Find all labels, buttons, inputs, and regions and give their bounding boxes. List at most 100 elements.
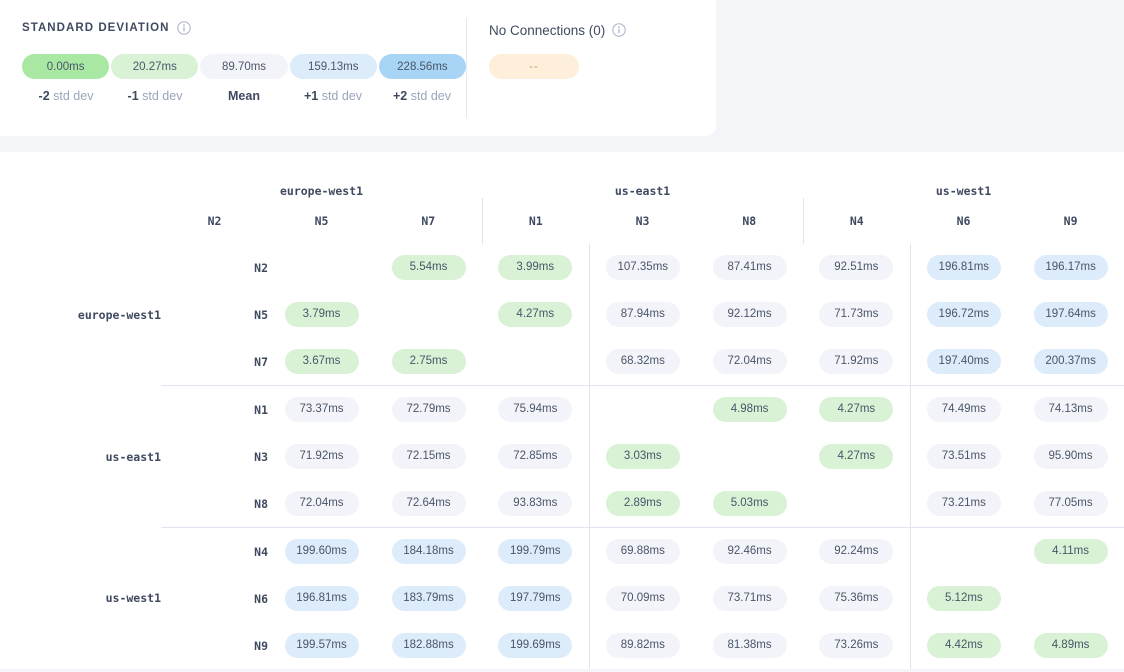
latency-cell[interactable]: 2.89ms — [589, 480, 697, 528]
matrix-corner — [0, 152, 161, 244]
latency-pill: 68.32ms — [605, 349, 680, 374]
row-region-header: us-east1 — [105, 449, 161, 464]
latency-cell[interactable]: 74.49ms — [910, 386, 1017, 434]
latency-cell[interactable]: 3.99ms — [482, 244, 590, 291]
latency-cell[interactable]: 71.92ms — [803, 338, 911, 386]
latency-cell[interactable]: 4.11ms — [1017, 528, 1124, 576]
latency-pill: 197.79ms — [498, 586, 573, 611]
latency-cell[interactable]: 71.92ms — [268, 433, 375, 480]
no-connections-title: No Connections (0) — [489, 22, 606, 38]
latency-cell[interactable]: 73.51ms — [910, 433, 1017, 480]
latency-pill: 87.41ms — [712, 255, 787, 280]
latency-cell[interactable]: 72.04ms — [268, 480, 375, 528]
latency-pill-empty — [927, 546, 1001, 556]
latency-cell[interactable]: 197.64ms — [1017, 291, 1124, 338]
latency-cell[interactable] — [375, 291, 482, 338]
latency-cell[interactable]: 75.36ms — [803, 575, 911, 622]
latency-cell[interactable]: 3.67ms — [268, 338, 375, 386]
matrix-region-header-row: europe-west1 us-east1 us-west1 — [0, 152, 1124, 198]
latency-cell[interactable]: 4.27ms — [803, 385, 911, 433]
latency-cell[interactable]: 68.32ms — [589, 338, 697, 386]
latency-cell[interactable] — [696, 433, 803, 480]
latency-cell[interactable]: 92.12ms — [696, 291, 803, 338]
latency-pill: 3.67ms — [284, 349, 359, 374]
info-icon[interactable] — [612, 23, 627, 37]
latency-cell[interactable]: 4.89ms — [1017, 622, 1124, 669]
latency-cell[interactable]: 92.24ms — [803, 527, 911, 575]
latency-pill: 72.04ms — [284, 491, 359, 516]
std-deviation-swatches: 0.00ms 20.27ms 89.70ms 159.13ms 228.56ms — [22, 54, 467, 79]
latency-cell[interactable]: 69.88ms — [589, 528, 696, 576]
latency-cell[interactable]: 95.90ms — [1017, 433, 1124, 480]
latency-cell[interactable]: 87.41ms — [696, 244, 803, 291]
latency-cell[interactable]: 196.81ms — [910, 244, 1017, 291]
std-swatch-value: 0.00ms — [46, 60, 85, 73]
info-icon[interactable] — [176, 21, 191, 35]
latency-cell[interactable]: 74.13ms — [1017, 386, 1124, 434]
latency-pill: 3.99ms — [498, 255, 573, 280]
latency-cell[interactable]: 81.38ms — [696, 622, 803, 669]
latency-cell[interactable] — [482, 338, 590, 386]
latency-cell[interactable]: 73.37ms — [268, 386, 375, 434]
std-label: -2 std dev — [38, 89, 94, 103]
latency-cell[interactable]: 107.35ms — [589, 244, 696, 291]
latency-cell[interactable]: 72.04ms — [696, 338, 804, 386]
latency-pill-empty — [392, 309, 466, 319]
latency-cell[interactable]: 5.54ms — [375, 244, 482, 291]
latency-cell[interactable]: 183.79ms — [375, 575, 482, 622]
latency-cell[interactable]: 199.57ms — [268, 622, 375, 669]
latency-cell[interactable]: 73.21ms — [910, 480, 1018, 528]
latency-cell[interactable]: 199.60ms — [268, 528, 375, 576]
latency-cell[interactable]: 4.98ms — [696, 386, 803, 434]
no-connections-value: -- — [529, 60, 539, 73]
latency-cell[interactable]: 87.94ms — [589, 291, 696, 338]
latency-pill: 182.88ms — [391, 633, 466, 658]
latency-cell[interactable]: 182.88ms — [375, 622, 482, 669]
latency-cell[interactable]: 5.12ms — [910, 575, 1017, 622]
latency-cell[interactable]: 3.03ms — [589, 433, 696, 480]
latency-cell[interactable]: 196.17ms — [1017, 244, 1124, 291]
latency-pill: 89.82ms — [605, 633, 680, 658]
latency-cell[interactable]: 92.46ms — [696, 528, 803, 576]
latency-cell[interactable]: 72.85ms — [482, 433, 590, 480]
std-label: +2 std dev — [392, 89, 452, 103]
latency-cell[interactable] — [1017, 575, 1124, 622]
latency-cell[interactable]: 196.72ms — [910, 291, 1017, 338]
latency-cell[interactable]: 73.71ms — [696, 575, 803, 622]
latency-cell[interactable]: 197.40ms — [910, 338, 1018, 386]
latency-cell[interactable]: 77.05ms — [1017, 480, 1124, 528]
latency-cell[interactable]: 89.82ms — [589, 622, 696, 669]
latency-cell[interactable] — [803, 480, 911, 528]
latency-cell[interactable]: 184.18ms — [375, 528, 482, 576]
latency-cell[interactable]: 4.27ms — [803, 433, 911, 480]
latency-pill: 77.05ms — [1033, 491, 1108, 516]
latency-cell[interactable]: 72.15ms — [375, 433, 482, 480]
latency-cell[interactable]: 4.42ms — [910, 622, 1017, 669]
latency-cell[interactable] — [268, 244, 375, 291]
latency-cell[interactable]: 4.27ms — [482, 291, 590, 338]
latency-pill-empty — [1034, 593, 1108, 603]
std-swatch-value: 228.56ms — [397, 60, 448, 73]
latency-cell[interactable]: 72.79ms — [375, 386, 482, 434]
latency-cell[interactable]: 196.81ms — [268, 575, 375, 622]
latency-cell[interactable]: 197.79ms — [482, 575, 590, 622]
latency-cell[interactable] — [589, 386, 696, 434]
latency-cell[interactable]: 93.83ms — [482, 480, 590, 528]
latency-pill: 4.11ms — [1033, 539, 1108, 564]
latency-cell[interactable]: 73.26ms — [803, 622, 911, 669]
latency-pill: 5.12ms — [926, 586, 1001, 611]
latency-cell[interactable]: 199.69ms — [482, 622, 590, 669]
latency-cell[interactable]: 199.79ms — [482, 527, 590, 575]
row-node-header: N7 — [161, 338, 268, 386]
latency-cell[interactable]: 3.79ms — [268, 291, 375, 338]
latency-pill: 196.81ms — [284, 586, 359, 611]
latency-cell[interactable]: 2.75ms — [375, 338, 483, 386]
latency-cell[interactable]: 5.03ms — [696, 480, 804, 528]
latency-cell[interactable]: 71.73ms — [803, 291, 911, 338]
latency-cell[interactable]: 72.64ms — [375, 480, 483, 528]
latency-cell[interactable]: 200.37ms — [1017, 338, 1124, 386]
latency-cell[interactable]: 92.51ms — [803, 244, 911, 291]
latency-cell[interactable]: 70.09ms — [589, 575, 696, 622]
latency-cell[interactable] — [910, 528, 1017, 576]
latency-cell[interactable]: 75.94ms — [482, 385, 590, 433]
